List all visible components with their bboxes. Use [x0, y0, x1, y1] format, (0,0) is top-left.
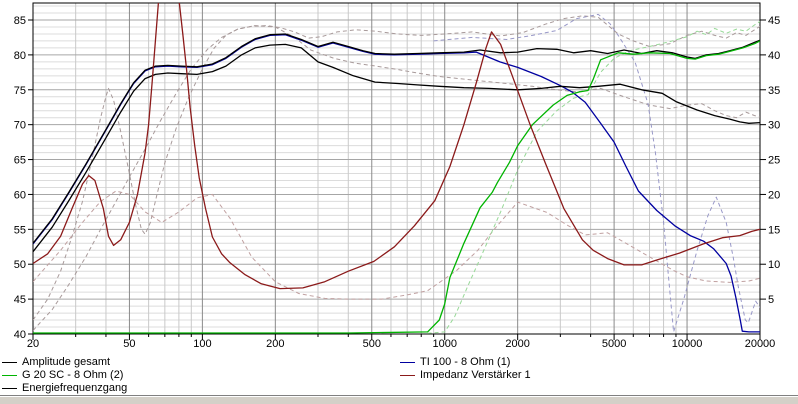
legend-label-impedanz-verstaerker-1: Impedanz Verstärker 1: [420, 369, 531, 381]
y-right-label: 45: [768, 15, 780, 27]
y-right-label: 35: [768, 85, 780, 97]
x-axis-label: 5000: [602, 338, 626, 350]
y-left-label: 70: [14, 120, 26, 132]
legend-label-g20sc: G 20 SC - 8 Ohm (2): [22, 369, 124, 381]
curves: [33, 3, 760, 334]
y-right-label: 10: [768, 259, 780, 271]
y-axis-left-labels: 85 80 75 70 65 60 55 50 45 40: [14, 15, 26, 341]
y-right-label: 40: [768, 50, 780, 62]
x-axis-label: 50: [123, 338, 135, 350]
legend-line-impedanz-verstaerker-1: [400, 375, 415, 376]
x-axis-labels: 20 50 100 200 500 1000 2000 5000 10000 20000: [27, 338, 775, 350]
legend-line-amplitude-gesamt: [2, 362, 17, 363]
legend-label-energiefrequenzgang: Energiefrequenzgang: [22, 382, 128, 394]
y-left-label: 40: [14, 329, 26, 341]
curve-ti100: [33, 34, 760, 333]
legend-label-amplitude-gesamt: Amplitude gesamt: [22, 356, 111, 368]
x-axis-label: 20: [27, 338, 39, 350]
x-axis-label: 10000: [672, 338, 703, 350]
y-left-label: 80: [14, 50, 26, 62]
legend-line-ti100: [400, 362, 415, 363]
window-bottom-edge: [0, 395, 798, 404]
curve-energiefrequenzgang: [33, 43, 760, 253]
curve-dashed-lightgreen-g20sc: [427, 20, 760, 334]
legend-label-ti100: TI 100 - 8 Ohm (1): [420, 356, 511, 368]
curve-dashed-gray-energie: [33, 25, 760, 331]
y-right-label: 25: [768, 155, 780, 167]
x-axis-label: 1000: [432, 338, 456, 350]
legend-line-g20sc: [2, 375, 17, 376]
x-axis-label: 200: [266, 338, 284, 350]
plot-border: [32, 2, 761, 335]
legend-item-amplitude-gesamt: Amplitude gesamt: [2, 356, 110, 369]
y-left-label: 60: [14, 189, 26, 201]
x-axis-label: 500: [363, 338, 381, 350]
legend-item-impedanz-verstaerker-1: Impedanz Verstärker 1: [400, 369, 531, 382]
legend-item-ti100: TI 100 - 8 Ohm (1): [400, 356, 510, 369]
y-axis-right-labels: 45 40 35 30 25 20 15 10 5: [768, 15, 780, 306]
legend-item-g20sc: G 20 SC - 8 Ohm (2): [2, 369, 123, 382]
x-axis-label: 2000: [505, 338, 529, 350]
curve-impedanz-verstaerker-1: [33, 3, 760, 290]
y-left-label: 85: [14, 15, 26, 27]
grid-minor-horizontal: [33, 5, 760, 328]
y-left-label: 75: [14, 85, 26, 97]
y-left-label: 45: [14, 294, 26, 306]
y-left-label: 50: [14, 259, 26, 271]
y-left-label: 65: [14, 155, 26, 167]
y-right-label: 30: [768, 120, 780, 132]
curve-g20sc: [33, 40, 760, 334]
grid-minor-vertical: [75, 3, 677, 334]
legend-line-energiefrequenzgang: [2, 388, 17, 389]
y-right-label: 20: [768, 189, 780, 201]
y-right-label: 5: [768, 294, 774, 306]
x-axis-label: 100: [193, 338, 211, 350]
x-axis-label: 20000: [745, 338, 776, 350]
axis-ticks: [28, 19, 766, 340]
frequency-response-chart: 85 80 75 70 65 60 55 50 45 40 45 40 35 30 25 20 15 10 5 2…: [14, 2, 780, 350]
legend-item-energiefrequenzgang: Energiefrequenzgang: [2, 382, 127, 395]
curve-dashed-lavender-ti100: [433, 13, 760, 333]
y-right-label: 15: [768, 224, 780, 236]
y-left-label: 55: [14, 224, 26, 236]
